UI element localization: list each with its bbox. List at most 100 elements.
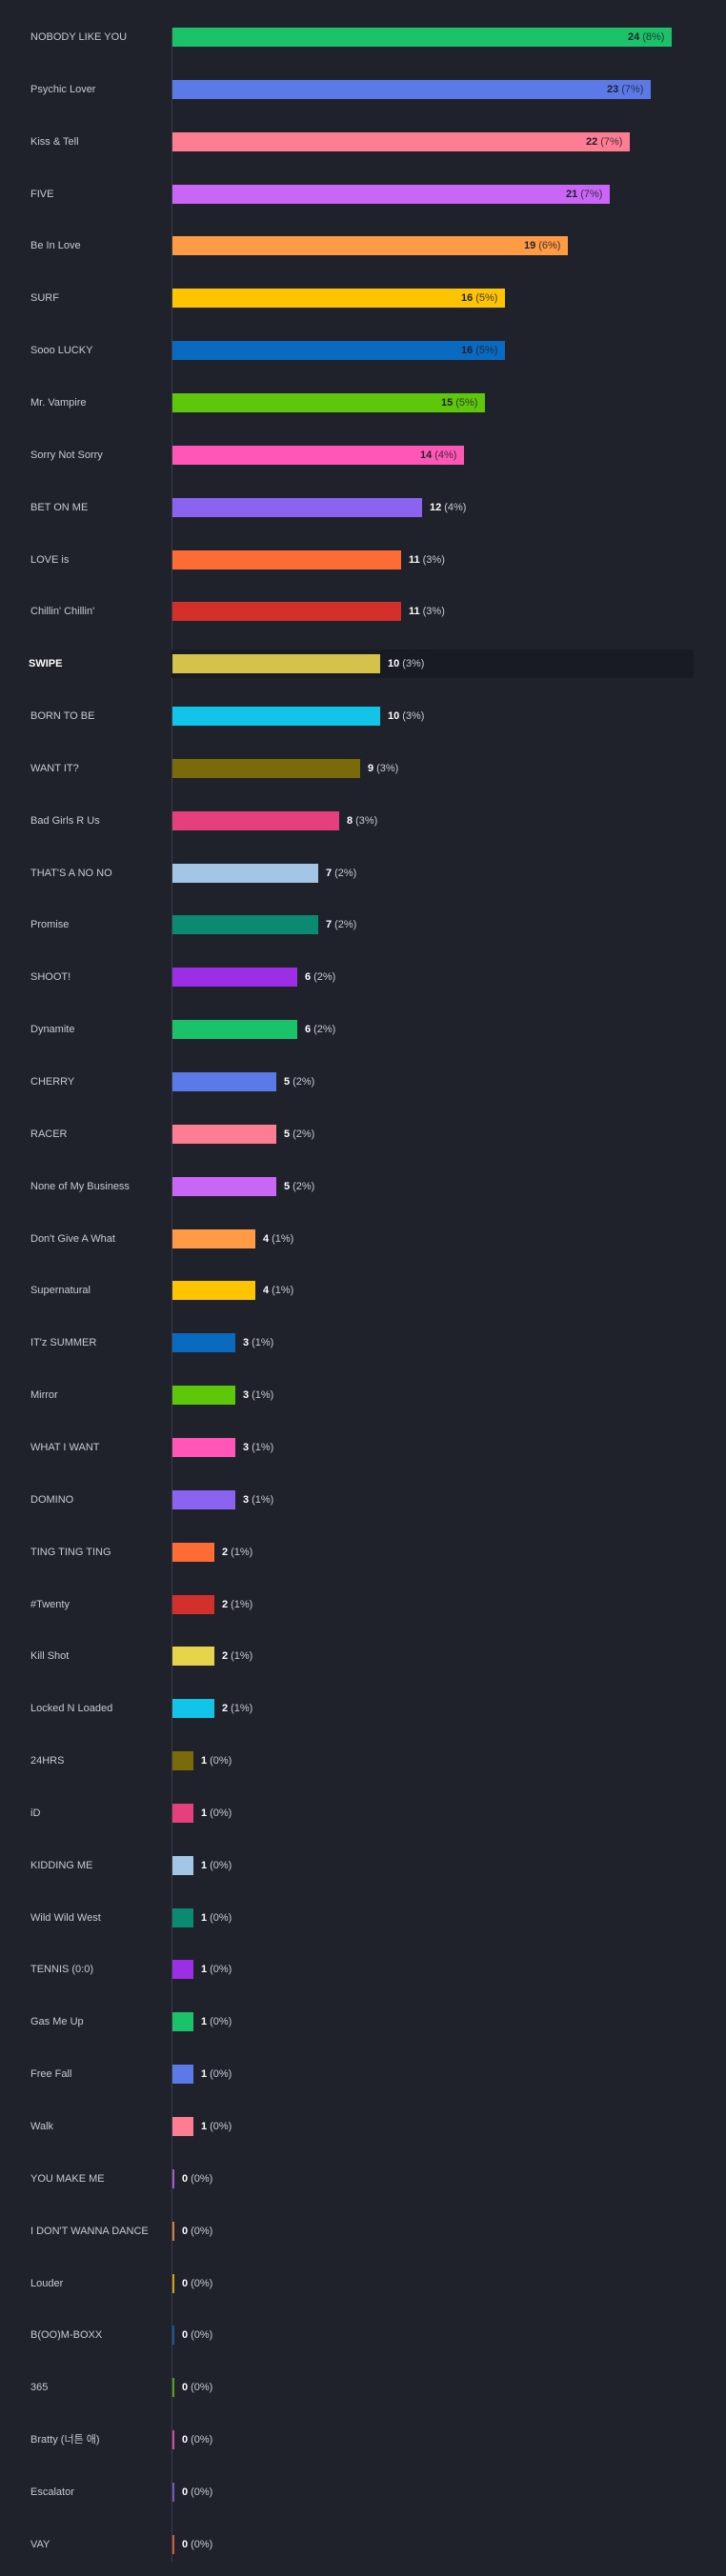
value-percent: (2%): [292, 1180, 315, 1192]
bar-row[interactable]: Walk 1 (0%): [0, 2109, 726, 2144]
bar-row[interactable]: Be In Love 19 (6%): [0, 229, 726, 263]
bar[interactable]: [172, 2534, 174, 2554]
bar-row[interactable]: B(OO)M-BOXX 0 (0%): [0, 2318, 726, 2352]
bar-row[interactable]: LOVE is 11 (3%): [0, 543, 726, 577]
bar[interactable]: [172, 445, 464, 465]
bar-row[interactable]: Locked N Loaded 2 (1%): [0, 1691, 726, 1726]
bar[interactable]: [172, 1176, 276, 1196]
bar-row[interactable]: Wild Wild West 1 (0%): [0, 1901, 726, 1935]
bar-row[interactable]: SWIPE 10 (3%): [0, 647, 726, 681]
bar[interactable]: [172, 1542, 214, 1562]
bar[interactable]: [172, 915, 318, 935]
bar-row[interactable]: Gas Me Up 1 (0%): [0, 2005, 726, 2039]
bar-row[interactable]: Supernatural 4 (1%): [0, 1273, 726, 1308]
bar[interactable]: [172, 1228, 255, 1248]
bar[interactable]: [172, 131, 630, 151]
bar[interactable]: [172, 289, 505, 309]
bar[interactable]: [172, 968, 297, 988]
bar-row[interactable]: 365 0 (0%): [0, 2370, 726, 2405]
bar[interactable]: [172, 654, 380, 674]
bar[interactable]: [172, 1489, 235, 1509]
bar-row[interactable]: Escalator 0 (0%): [0, 2475, 726, 2509]
bar-row[interactable]: Bad Girls R Us 8 (3%): [0, 804, 726, 838]
bar-row[interactable]: Chillin' Chillin' 11 (3%): [0, 594, 726, 629]
bar[interactable]: [172, 2482, 174, 2502]
bar[interactable]: [172, 1333, 235, 1353]
bar[interactable]: [172, 1647, 214, 1667]
bar[interactable]: [172, 392, 485, 412]
bar[interactable]: [172, 1803, 193, 1823]
bar[interactable]: [172, 341, 505, 361]
bar[interactable]: [172, 2065, 193, 2085]
bar-row[interactable]: Bratty (너튼 애) 0 (0%): [0, 2423, 726, 2457]
bar-row[interactable]: DOMINO 3 (1%): [0, 1483, 726, 1517]
bar[interactable]: [172, 1960, 193, 1980]
bar-row[interactable]: 24HRS 1 (0%): [0, 1744, 726, 1778]
bar[interactable]: [172, 1386, 235, 1406]
bar[interactable]: [172, 1699, 214, 1719]
bar[interactable]: [172, 758, 360, 778]
bar-row[interactable]: Psychic Lover 23 (7%): [0, 72, 726, 107]
bar[interactable]: [172, 602, 401, 622]
bar[interactable]: [172, 1124, 276, 1144]
bar-row[interactable]: Kiss & Tell 22 (7%): [0, 125, 726, 159]
category-label: THAT'S A NO NO: [30, 867, 112, 879]
bar[interactable]: [172, 1594, 214, 1614]
bar[interactable]: [172, 497, 422, 517]
bar[interactable]: [172, 707, 380, 727]
bar-row[interactable]: #Twenty 2 (1%): [0, 1588, 726, 1622]
bar-row[interactable]: Mirror 3 (1%): [0, 1378, 726, 1412]
bar[interactable]: [172, 810, 339, 830]
bar-row[interactable]: Sooo LUCKY 16 (5%): [0, 333, 726, 368]
bar[interactable]: [172, 1281, 255, 1301]
bar[interactable]: [172, 28, 672, 47]
bar-row[interactable]: iD 1 (0%): [0, 1796, 726, 1830]
bar[interactable]: [172, 1855, 193, 1875]
bar-row[interactable]: I DON'T WANNA DANCE 0 (0%): [0, 2214, 726, 2248]
bar-row[interactable]: TING TING TING 2 (1%): [0, 1535, 726, 1569]
bar-row[interactable]: RACER 5 (2%): [0, 1117, 726, 1151]
bar[interactable]: [172, 2012, 193, 2032]
bar-row[interactable]: Mr. Vampire 15 (5%): [0, 386, 726, 420]
bar-row[interactable]: VAY 0 (0%): [0, 2527, 726, 2562]
bar-row[interactable]: Free Fall 1 (0%): [0, 2057, 726, 2091]
bar[interactable]: [172, 2326, 174, 2346]
bar-row[interactable]: FIVE 21 (7%): [0, 177, 726, 211]
bar-row[interactable]: CHERRY 5 (2%): [0, 1065, 726, 1099]
bar-row[interactable]: Kill Shot 2 (1%): [0, 1639, 726, 1673]
bar-row[interactable]: None of My Business 5 (2%): [0, 1169, 726, 1204]
bar-row[interactable]: SURF 16 (5%): [0, 281, 726, 315]
bar-row[interactable]: Dynamite 6 (2%): [0, 1012, 726, 1047]
bar[interactable]: [172, 236, 568, 256]
bar-row[interactable]: Don't Give A What 4 (1%): [0, 1222, 726, 1256]
bar-row[interactable]: SHOOT! 6 (2%): [0, 960, 726, 994]
bar[interactable]: [172, 1020, 297, 1040]
bar[interactable]: [172, 1072, 276, 1091]
bar-row[interactable]: Promise 7 (2%): [0, 908, 726, 942]
bar[interactable]: [172, 1437, 235, 1457]
bar[interactable]: [172, 863, 318, 883]
bar[interactable]: [172, 1751, 193, 1771]
bar[interactable]: [172, 184, 610, 204]
bar-row[interactable]: BORN TO BE 10 (3%): [0, 699, 726, 733]
bar[interactable]: [172, 2430, 174, 2450]
bar-row[interactable]: Sorry Not Sorry 14 (4%): [0, 438, 726, 472]
bar[interactable]: [172, 2168, 174, 2188]
bar-row[interactable]: THAT'S A NO NO 7 (2%): [0, 856, 726, 890]
bar[interactable]: [172, 2221, 174, 2241]
bar-row[interactable]: IT'z SUMMER 3 (1%): [0, 1326, 726, 1360]
bar-row[interactable]: NOBODY LIKE YOU 24 (8%): [0, 20, 726, 54]
bar[interactable]: [172, 1907, 193, 1927]
bar-row[interactable]: TENNIS (0:0) 1 (0%): [0, 1952, 726, 1987]
bar[interactable]: [172, 2117, 193, 2136]
bar-row[interactable]: WANT IT? 9 (3%): [0, 751, 726, 786]
bar[interactable]: [172, 2273, 174, 2293]
bar-row[interactable]: Louder 0 (0%): [0, 2266, 726, 2301]
bar-row[interactable]: BET ON ME 12 (4%): [0, 490, 726, 525]
bar[interactable]: [172, 2378, 174, 2398]
bar-row[interactable]: WHAT I WANT 3 (1%): [0, 1430, 726, 1465]
bar-row[interactable]: YOU MAKE ME 0 (0%): [0, 2162, 726, 2196]
bar[interactable]: [172, 549, 401, 569]
bar[interactable]: [172, 79, 651, 99]
bar-row[interactable]: KIDDING ME 1 (0%): [0, 1848, 726, 1883]
